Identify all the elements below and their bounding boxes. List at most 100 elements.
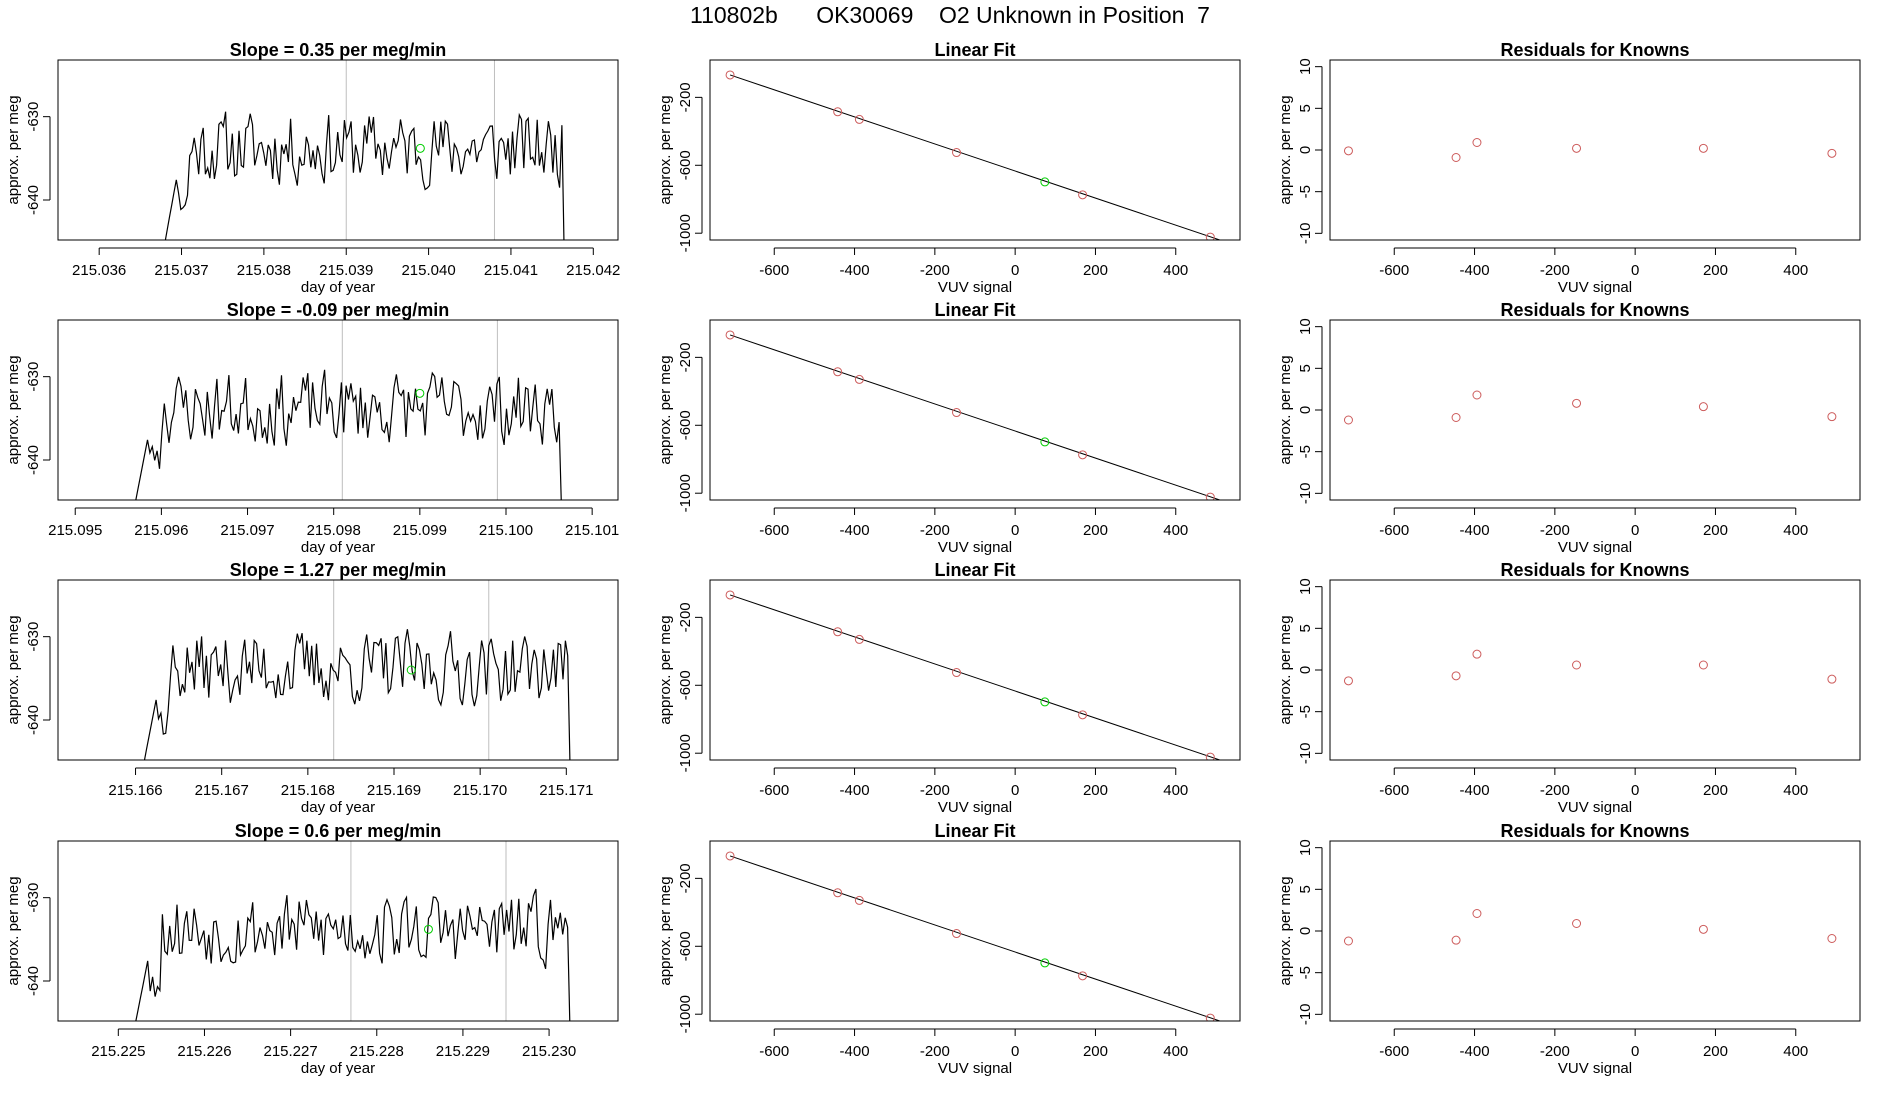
x-axis: 215.225 215.226 215.227 215.228 215.229 215.2… bbox=[91, 1028, 576, 1077]
y-tick-label: 10 bbox=[1297, 578, 1314, 595]
x-tick-label: 400 bbox=[1163, 1043, 1188, 1060]
residual-point bbox=[1343, 676, 1353, 686]
panel-r3-c1: Slope = 1.27 per meg/min 215.166 215.167 21… bbox=[5, 560, 619, 816]
x-tick-label: -400 bbox=[1460, 262, 1490, 279]
y-axis-label: approx. per meg bbox=[1277, 355, 1294, 464]
y-tick-label: -630 bbox=[25, 622, 42, 652]
x-tick-label: 215.040 bbox=[401, 262, 455, 279]
y-tick-label: 5 bbox=[1297, 104, 1314, 112]
y-tick-label: -10 bbox=[1297, 482, 1314, 504]
x-tick-label: -600 bbox=[1379, 1043, 1409, 1060]
y-tick-label: -5 bbox=[1297, 445, 1314, 458]
x-tick-label: 215.037 bbox=[154, 262, 208, 279]
x-tick-label: -400 bbox=[840, 782, 870, 799]
x-tick-label: 215.095 bbox=[48, 522, 102, 539]
x-axis-label: day of year bbox=[301, 1060, 375, 1077]
x-tick-label: -400 bbox=[1460, 782, 1490, 799]
unknown-point bbox=[1040, 958, 1050, 968]
x-axis: 215.036 215.037 215.038 215.039 215.040 215.0… bbox=[72, 247, 620, 296]
x-tick-label: 215.166 bbox=[108, 782, 162, 799]
y-axis-label: approx. per meg bbox=[1277, 615, 1294, 724]
residual-point bbox=[1827, 412, 1837, 422]
panel-title: Residuals for Knowns bbox=[1500, 821, 1689, 841]
plot-area bbox=[164, 60, 565, 240]
panel-title: Linear Fit bbox=[934, 300, 1015, 320]
y-tick-label: 10 bbox=[1297, 58, 1314, 75]
known-point bbox=[952, 668, 962, 678]
y-axis-label: approx. per meg bbox=[5, 876, 22, 985]
panel-r2-c3: Residuals for Knowns -600 -400 -200 0 200 400 V… bbox=[1277, 300, 1861, 556]
x-axis: -600 -400 -200 0 200 400 VUV signal bbox=[1379, 247, 1808, 296]
x-tick-label: -600 bbox=[759, 1043, 789, 1060]
y-axis: -10 -5 0 5 10 approx. per meg bbox=[1277, 58, 1323, 244]
panel-title: Residuals for Knowns bbox=[1500, 300, 1689, 320]
x-tick-label: 0 bbox=[1631, 1043, 1639, 1060]
x-axis-label: VUV signal bbox=[938, 799, 1012, 816]
panel-title: Linear Fit bbox=[934, 821, 1015, 841]
time-series-trace bbox=[143, 629, 571, 760]
y-axis-label: approx. per meg bbox=[657, 95, 674, 204]
residual-point bbox=[1572, 660, 1582, 670]
plot-area bbox=[725, 70, 1222, 240]
x-tick-label: 215.097 bbox=[220, 522, 274, 539]
plot-frame bbox=[1329, 840, 1861, 1022]
x-tick-label: -400 bbox=[1460, 1043, 1490, 1060]
x-tick-label: -400 bbox=[840, 522, 870, 539]
x-tick-label: 400 bbox=[1783, 262, 1808, 279]
x-tick-label: 200 bbox=[1703, 1043, 1728, 1060]
x-tick-label: -200 bbox=[1540, 782, 1570, 799]
plot-area bbox=[1343, 390, 1837, 425]
residual-point bbox=[1827, 148, 1837, 158]
panel-title: Slope = 0.6 per meg/min bbox=[235, 821, 442, 841]
time-series-trace bbox=[164, 111, 565, 240]
y-axis-label: approx. per meg bbox=[1277, 95, 1294, 204]
x-tick-label: 215.230 bbox=[522, 1043, 576, 1060]
plot-frame bbox=[709, 59, 1241, 241]
x-tick-label: 200 bbox=[1703, 782, 1728, 799]
y-tick-label: -600 bbox=[677, 410, 694, 440]
y-tick-label: -1000 bbox=[677, 734, 694, 772]
plot-frame bbox=[1329, 59, 1861, 241]
plot-frame bbox=[709, 840, 1241, 1022]
x-tick-label: -200 bbox=[1540, 1043, 1570, 1060]
x-tick-label: 215.096 bbox=[134, 522, 188, 539]
x-axis: -600 -400 -200 0 200 400 VUV signal bbox=[759, 767, 1188, 816]
x-tick-label: 215.171 bbox=[539, 782, 593, 799]
plot-area bbox=[725, 330, 1222, 500]
x-tick-label: 215.101 bbox=[565, 522, 619, 539]
time-series-trace bbox=[135, 888, 571, 1021]
known-point bbox=[952, 929, 962, 939]
x-axis: -600 -400 -200 0 200 400 VUV signal bbox=[1379, 507, 1808, 556]
x-tick-label: 215.039 bbox=[319, 262, 373, 279]
residual-point bbox=[1451, 413, 1461, 422]
known-point bbox=[1205, 1013, 1215, 1021]
known-point bbox=[1205, 492, 1215, 500]
y-tick-label: -10 bbox=[1297, 222, 1314, 244]
x-tick-label: 0 bbox=[1011, 262, 1019, 279]
panel-title: Slope = 1.27 per meg/min bbox=[230, 560, 447, 580]
known-point bbox=[725, 851, 735, 861]
y-tick-label: -1000 bbox=[677, 214, 694, 252]
x-tick-label: -600 bbox=[1379, 522, 1409, 539]
y-axis-label: approx. per meg bbox=[657, 615, 674, 724]
x-axis: 215.166 215.167 215.168 215.169 215.170 215.1… bbox=[108, 767, 593, 816]
x-tick-label: 0 bbox=[1011, 522, 1019, 539]
y-tick-label: 10 bbox=[1297, 839, 1314, 856]
y-axis: -10 -5 0 5 10 approx. per meg bbox=[1277, 578, 1323, 764]
x-tick-label: -400 bbox=[840, 262, 870, 279]
x-tick-label: 0 bbox=[1011, 1043, 1019, 1060]
x-tick-label: 200 bbox=[1083, 782, 1108, 799]
residual-point bbox=[1827, 934, 1837, 943]
y-tick-label: 0 bbox=[1297, 666, 1314, 674]
known-point bbox=[854, 374, 864, 384]
plot-area bbox=[725, 851, 1222, 1021]
y-tick-label: 0 bbox=[1297, 927, 1314, 935]
x-axis-label: VUV signal bbox=[1558, 799, 1632, 816]
x-tick-label: -200 bbox=[1540, 522, 1570, 539]
